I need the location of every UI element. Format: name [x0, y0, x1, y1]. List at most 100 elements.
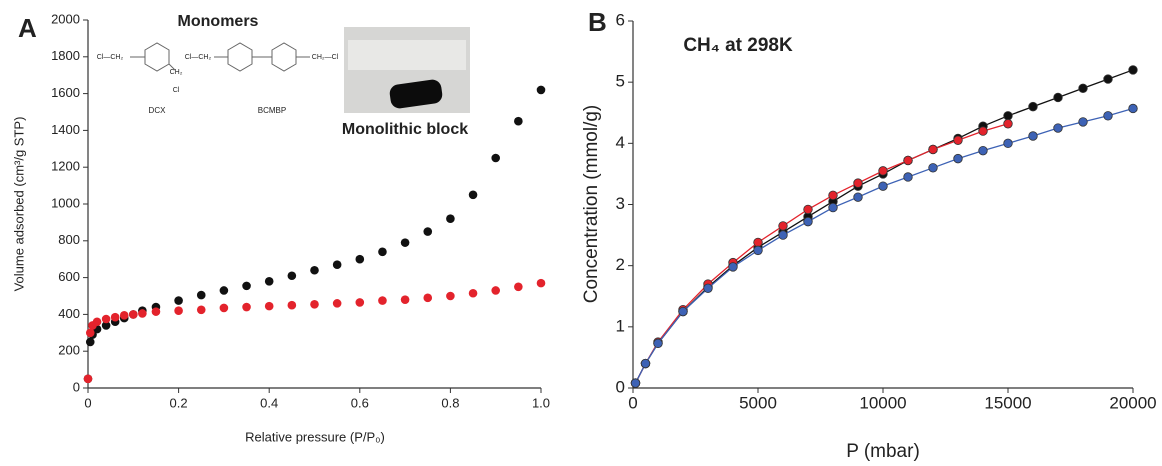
data-point	[119, 311, 129, 320]
data-point	[468, 288, 478, 298]
data-point	[423, 293, 433, 303]
data-point	[491, 286, 501, 295]
data-point	[728, 262, 738, 272]
data-point	[928, 163, 938, 173]
y-tick-label: 0	[616, 377, 625, 396]
x-tick-label: 0.8	[441, 395, 459, 410]
data-point	[803, 204, 813, 215]
data-line	[634, 107, 1134, 384]
y-tick-label: 3	[616, 194, 625, 213]
data-point	[264, 276, 274, 286]
y-tick-label: 200	[58, 343, 80, 358]
chart-title: CH₄ at 298K	[683, 35, 793, 56]
data-point	[678, 306, 688, 317]
benzene-ring	[144, 42, 170, 72]
data-point	[378, 296, 387, 305]
y-axis-label: Volume adsorbed (cm³/g STP)	[11, 117, 26, 292]
data-point	[1003, 138, 1013, 149]
x-tick-label: 0	[628, 393, 637, 412]
x-tick-label: 0.4	[260, 395, 278, 410]
data-point	[491, 153, 501, 163]
y-tick-label: 400	[58, 306, 80, 321]
x-tick-label: 20000	[1109, 393, 1156, 412]
monomer-structures	[130, 42, 310, 72]
x-tick-label: 10000	[859, 393, 906, 412]
glass-tube	[348, 40, 466, 70]
data-point	[242, 302, 251, 312]
y-tick-label: 1800	[51, 48, 80, 63]
bond	[168, 63, 176, 71]
y-tick-label: 2	[616, 255, 625, 274]
y-tick-label: 1000	[51, 195, 80, 210]
data-point	[138, 309, 147, 318]
x-tick-label: 0.2	[170, 395, 188, 410]
data-point	[978, 126, 988, 136]
data-point	[903, 155, 913, 166]
annotation: Cl—CH₂	[185, 54, 212, 61]
data-point	[703, 283, 713, 293]
data-point	[310, 299, 319, 309]
x-tick-label: 0	[84, 395, 91, 410]
x-axis-label: P (mbar)	[846, 441, 920, 462]
data-point	[828, 202, 838, 213]
benzene-ring	[271, 42, 297, 72]
data-point	[640, 358, 651, 369]
data-point	[778, 221, 788, 231]
data-point	[446, 214, 455, 224]
data-point	[803, 216, 813, 227]
data-line	[634, 123, 1009, 384]
monolith-block	[389, 79, 443, 109]
data-point	[129, 310, 138, 319]
data-point	[878, 166, 888, 176]
data-point	[853, 192, 863, 202]
y-tick-label: 1	[616, 316, 625, 335]
benzene-ring	[227, 42, 253, 72]
data-point	[878, 181, 888, 191]
data-point	[953, 153, 963, 164]
chart-panel: 0 200 400 600 800 1000 1200 1400 1600 1800 2000 0 0.…	[11, 11, 550, 444]
chart-panel: 0 1 2 3 4 5 6 0 5000 10000 15000 20000 P (mbar) Conce…	[581, 7, 1157, 462]
data-point	[92, 317, 102, 327]
data-point	[1053, 123, 1063, 133]
y-axis-label: Concentration (mmol/g)	[581, 105, 602, 304]
data-point	[174, 296, 183, 305]
data-point	[928, 144, 938, 155]
data-point	[85, 337, 95, 347]
data-point	[1078, 117, 1088, 127]
data-point	[264, 301, 274, 311]
data-point	[1128, 65, 1138, 75]
data-point	[446, 291, 455, 301]
annotation: DCX	[149, 106, 167, 115]
data-point	[514, 282, 523, 292]
data-point	[332, 260, 342, 270]
data-point	[630, 378, 641, 388]
data-point	[287, 300, 297, 310]
y-tick-label: 1400	[51, 122, 80, 137]
data-point	[1003, 111, 1013, 121]
y-tick-label: 5	[616, 72, 625, 91]
data-point	[400, 295, 410, 304]
data-point	[536, 85, 546, 95]
data-point	[423, 227, 433, 236]
data-point	[853, 178, 863, 188]
annotation: Cl	[173, 87, 180, 94]
data-line	[634, 69, 1134, 384]
y-tick-label: 6	[616, 10, 625, 29]
data-point	[151, 307, 161, 316]
data-point	[828, 190, 838, 201]
data-point	[219, 286, 229, 295]
data-point	[355, 254, 365, 264]
data-point	[468, 190, 478, 200]
y-tick-label: 0	[73, 379, 80, 394]
data-point	[1028, 131, 1038, 141]
y-tick-label: 1600	[51, 85, 80, 100]
data-point	[83, 374, 93, 384]
data-point	[903, 172, 913, 182]
y-tick-label: 600	[58, 269, 80, 284]
data-point	[978, 145, 988, 156]
data-point	[110, 312, 120, 322]
x-tick-label: 15000	[984, 393, 1031, 412]
y-tick-label: 4	[616, 133, 625, 152]
data-point	[1028, 101, 1038, 112]
